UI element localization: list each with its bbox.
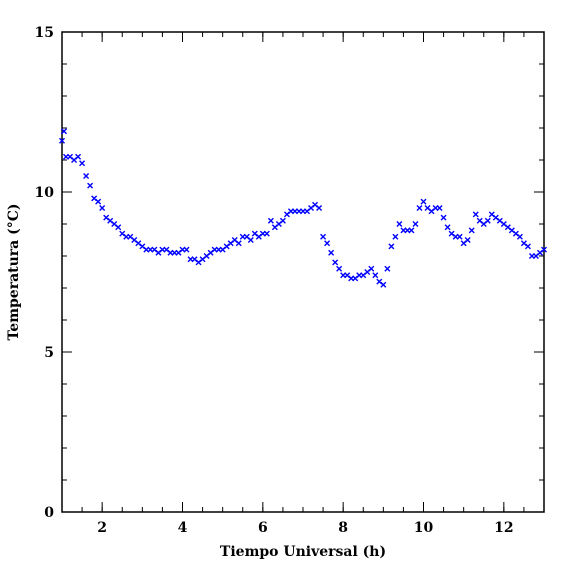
data-point xyxy=(516,233,523,240)
data-point xyxy=(396,221,403,227)
data-point xyxy=(316,205,323,211)
data-point xyxy=(183,246,190,253)
data-point xyxy=(368,265,375,272)
data-point xyxy=(279,217,286,224)
data-point xyxy=(380,281,387,288)
x-tick-label: 8 xyxy=(338,520,348,536)
data-point xyxy=(235,240,242,247)
data-point xyxy=(59,137,65,144)
y-tick-label: 5 xyxy=(44,345,54,361)
data-point xyxy=(99,205,106,211)
data-point xyxy=(75,153,82,160)
x-tick-label: 2 xyxy=(97,520,107,536)
data-point xyxy=(324,240,331,247)
data-point xyxy=(332,259,339,266)
data-point xyxy=(524,243,531,250)
x-tick-label: 4 xyxy=(178,520,188,536)
data-point xyxy=(61,128,68,135)
data-point xyxy=(87,182,94,189)
data-point xyxy=(247,237,254,243)
data-point xyxy=(388,243,395,250)
data-point xyxy=(320,233,327,240)
data-point xyxy=(263,230,270,237)
y-tick-label: 10 xyxy=(35,185,55,201)
x-tick-label: 10 xyxy=(414,520,434,536)
data-point xyxy=(408,227,415,234)
data-point xyxy=(541,246,547,253)
data-point xyxy=(484,217,491,224)
data-point xyxy=(464,237,471,243)
data-point xyxy=(444,224,451,231)
x-tick-label: 12 xyxy=(494,520,513,536)
data-point xyxy=(456,233,463,240)
data-point xyxy=(416,205,423,211)
data-point xyxy=(79,160,86,167)
y-tick-label: 15 xyxy=(35,25,54,41)
data-point xyxy=(468,227,475,234)
x-tick-label: 6 xyxy=(258,520,268,536)
x-axis-label: Tiempo Universal (h) xyxy=(220,544,386,560)
data-point xyxy=(267,217,274,224)
data-point xyxy=(412,221,419,227)
data-point xyxy=(440,214,447,221)
data-point xyxy=(336,265,343,272)
data-point xyxy=(384,265,391,272)
data-point xyxy=(115,224,122,231)
data-point xyxy=(420,198,427,205)
data-point xyxy=(392,233,399,240)
data-point xyxy=(95,198,102,205)
data-point xyxy=(472,211,479,218)
y-axis-label: Temperatura (°C) xyxy=(6,203,22,340)
plot-frame xyxy=(61,31,545,513)
data-point xyxy=(372,272,379,279)
data-point xyxy=(83,173,90,179)
data-point xyxy=(328,249,335,256)
data-point xyxy=(436,205,443,211)
y-tick-label: 0 xyxy=(44,505,54,521)
